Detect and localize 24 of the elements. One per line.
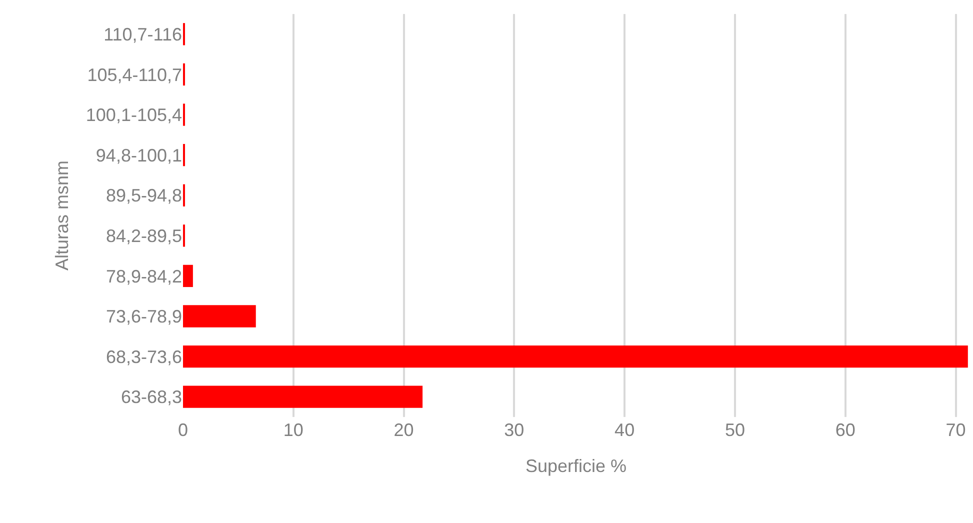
- bar: [183, 345, 968, 368]
- y-tick-label: 73,6-78,9: [106, 306, 182, 327]
- y-tick-label: 68,3-73,6: [106, 346, 182, 367]
- bar: [183, 305, 256, 328]
- x-tick-label: 40: [614, 420, 635, 440]
- x-tick-label: 60: [835, 420, 856, 440]
- y-tick-label: 105,4-110,7: [87, 64, 182, 85]
- y-tick-label: 94,8-100,1: [96, 145, 182, 166]
- y-tick-label: 89,5-94,8: [106, 186, 182, 206]
- x-tick-label: 70: [946, 420, 966, 440]
- x-tick-label: 20: [394, 420, 414, 440]
- bar: [183, 386, 423, 408]
- y-tick-label: 63-68,3: [120, 387, 182, 408]
- y-tick-label: 100,1-105,4: [86, 105, 182, 126]
- y-axis-title: Alturas msnm: [52, 160, 72, 271]
- x-tick-label: 10: [283, 420, 304, 440]
- x-tick-label: 50: [724, 420, 745, 440]
- bar: [183, 264, 193, 288]
- x-tick-label: 30: [504, 420, 524, 440]
- x-axis-title: Superficie %: [525, 456, 627, 476]
- y-tick-label: 84,2-89,5: [106, 226, 182, 246]
- y-tick-label: 110,7-116: [104, 24, 182, 44]
- y-tick-label: 78,9-84,2: [106, 266, 182, 286]
- x-tick-label: 0: [178, 420, 188, 440]
